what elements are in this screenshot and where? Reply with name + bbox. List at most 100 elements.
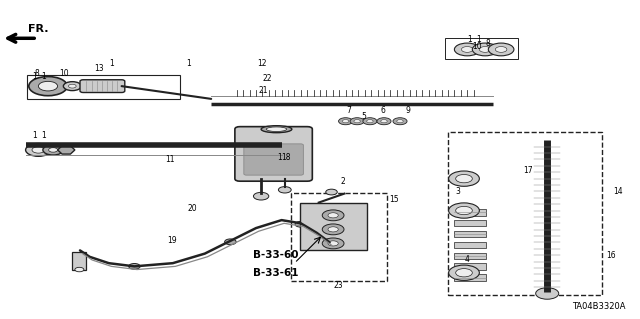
- Circle shape: [43, 145, 63, 155]
- Circle shape: [456, 269, 472, 277]
- Circle shape: [342, 120, 349, 123]
- Circle shape: [323, 238, 344, 249]
- Text: 9: 9: [405, 106, 410, 115]
- Circle shape: [461, 47, 473, 52]
- Bar: [454, 274, 486, 281]
- Bar: [448, 132, 602, 295]
- Text: 1: 1: [32, 72, 37, 81]
- Bar: [454, 231, 486, 237]
- Bar: [454, 253, 486, 259]
- Ellipse shape: [261, 126, 292, 133]
- Circle shape: [63, 82, 81, 91]
- Circle shape: [367, 120, 373, 123]
- Circle shape: [456, 206, 472, 215]
- Text: 1: 1: [32, 131, 37, 140]
- Circle shape: [363, 118, 377, 125]
- Text: 1: 1: [186, 59, 191, 68]
- Text: 2: 2: [340, 177, 345, 186]
- Text: 4: 4: [465, 256, 470, 264]
- Bar: [72, 252, 86, 270]
- Circle shape: [295, 221, 307, 227]
- Bar: [300, 203, 367, 250]
- Text: 3: 3: [455, 187, 460, 196]
- Bar: [454, 263, 486, 270]
- Circle shape: [393, 118, 407, 125]
- Circle shape: [38, 81, 58, 91]
- Text: 17: 17: [523, 166, 533, 175]
- Text: 15: 15: [388, 195, 399, 204]
- Bar: [454, 209, 486, 216]
- Circle shape: [536, 288, 559, 299]
- Circle shape: [68, 84, 76, 88]
- Circle shape: [350, 118, 364, 125]
- Text: 5: 5: [361, 112, 366, 121]
- Circle shape: [26, 144, 51, 156]
- Circle shape: [326, 189, 337, 195]
- Text: 20: 20: [187, 204, 197, 213]
- FancyBboxPatch shape: [80, 80, 125, 93]
- Circle shape: [449, 265, 479, 280]
- Text: 1: 1: [41, 72, 46, 81]
- Circle shape: [454, 43, 480, 56]
- Circle shape: [456, 174, 472, 183]
- Text: 10: 10: [472, 42, 482, 51]
- Bar: [454, 242, 486, 248]
- Text: 6: 6: [380, 106, 385, 115]
- Text: TA04B3320A: TA04B3320A: [572, 302, 625, 311]
- Text: 1: 1: [109, 59, 115, 68]
- Circle shape: [129, 263, 140, 269]
- Circle shape: [479, 47, 491, 52]
- Text: B-33-61: B-33-61: [253, 268, 298, 278]
- Circle shape: [449, 171, 479, 186]
- Text: 8: 8: [34, 69, 39, 78]
- Circle shape: [472, 43, 498, 56]
- Text: 1: 1: [467, 35, 472, 44]
- FancyBboxPatch shape: [244, 144, 303, 175]
- Circle shape: [328, 241, 339, 246]
- Polygon shape: [58, 146, 75, 154]
- Circle shape: [75, 267, 84, 272]
- Text: B-33-60: B-33-60: [253, 250, 298, 260]
- Bar: [291, 193, 387, 281]
- Circle shape: [278, 187, 291, 193]
- Circle shape: [323, 210, 344, 221]
- Text: 14: 14: [612, 187, 623, 196]
- Circle shape: [488, 43, 514, 56]
- Circle shape: [328, 213, 339, 218]
- Circle shape: [397, 120, 403, 123]
- Circle shape: [377, 118, 391, 125]
- Bar: [27, 75, 180, 99]
- Circle shape: [323, 224, 344, 235]
- Text: FR.: FR.: [28, 25, 48, 34]
- Circle shape: [381, 120, 387, 123]
- Circle shape: [449, 203, 479, 218]
- Text: 11: 11: [165, 155, 174, 164]
- Ellipse shape: [266, 127, 287, 131]
- Text: 16: 16: [606, 251, 616, 260]
- Text: 8: 8: [485, 39, 490, 48]
- Text: 10: 10: [59, 69, 69, 78]
- Text: 1: 1: [41, 131, 46, 140]
- Text: 22: 22: [263, 74, 272, 83]
- Text: 23: 23: [333, 281, 343, 290]
- Text: 21: 21: [259, 86, 268, 95]
- Text: 12: 12: [258, 59, 267, 68]
- Circle shape: [354, 120, 360, 123]
- Text: 1: 1: [476, 35, 481, 44]
- Circle shape: [49, 148, 58, 152]
- Text: 19: 19: [166, 236, 177, 245]
- Circle shape: [253, 192, 269, 200]
- Bar: [454, 220, 486, 226]
- Text: 18: 18: [282, 153, 291, 162]
- Circle shape: [495, 47, 507, 52]
- Text: 13: 13: [94, 64, 104, 73]
- Circle shape: [29, 77, 67, 96]
- Text: 7: 7: [346, 106, 351, 115]
- Bar: [445, 38, 518, 59]
- Circle shape: [339, 118, 353, 125]
- Circle shape: [328, 227, 339, 232]
- Circle shape: [225, 239, 236, 245]
- Text: 1: 1: [277, 153, 282, 162]
- Circle shape: [32, 147, 45, 153]
- FancyBboxPatch shape: [235, 127, 312, 181]
